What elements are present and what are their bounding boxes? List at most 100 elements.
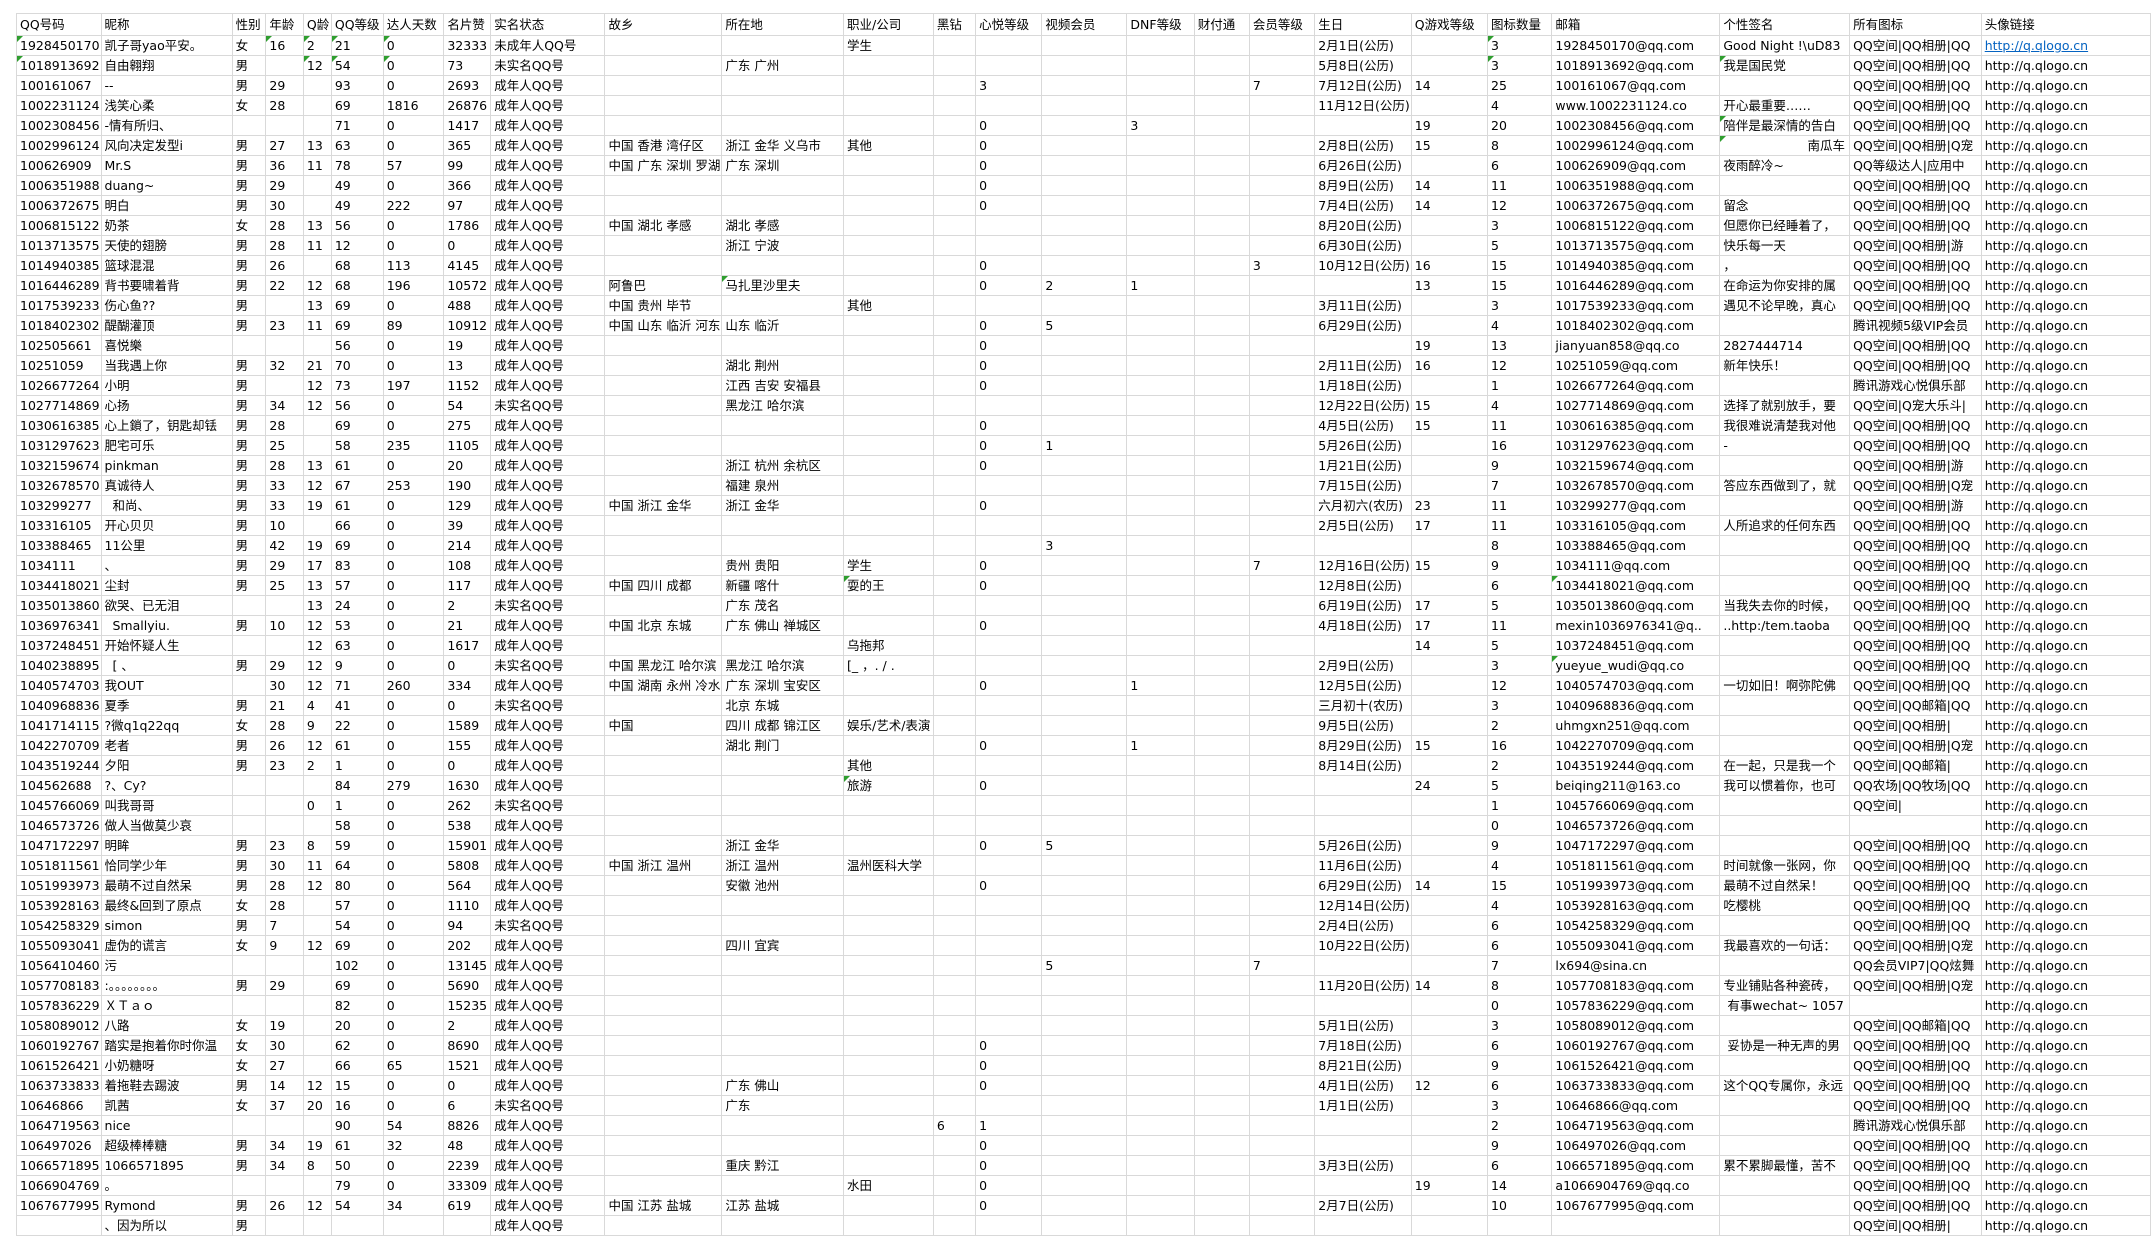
cell[interactable]: http://q.qlogo.cn	[1980, 955, 2151, 976]
cell[interactable]	[231, 775, 267, 796]
cell[interactable]: 六月初六(农历)	[1314, 495, 1412, 516]
cell[interactable]: QQ空间|QQ相册|QQ	[1849, 635, 1982, 656]
cell[interactable]: http://q.qlogo.cn	[1980, 115, 2151, 136]
cell[interactable]	[231, 795, 267, 816]
cell[interactable]: http://q.qlogo.cn	[1980, 1075, 2151, 1096]
cell[interactable]: 12月22日(公历)	[1314, 395, 1412, 416]
cell[interactable]: http://q.qlogo.cn	[1980, 135, 2151, 156]
cell[interactable]	[1041, 215, 1128, 236]
cell[interactable]	[932, 295, 977, 316]
cell[interactable]: 真诚待人	[100, 475, 233, 496]
cell[interactable]: 14	[1410, 75, 1489, 96]
cell[interactable]	[604, 255, 723, 276]
cell[interactable]: 1037248451	[16, 635, 102, 656]
cell[interactable]: 1064719563	[16, 1115, 102, 1136]
cell[interactable]: 1018913692	[16, 55, 102, 76]
cell[interactable]: 15	[1487, 275, 1553, 296]
cell[interactable]: 12	[302, 615, 332, 636]
cell[interactable]	[721, 175, 844, 196]
cell[interactable]	[1041, 1015, 1128, 1036]
cell[interactable]: 56	[330, 215, 384, 236]
cell[interactable]: 89	[382, 315, 445, 336]
cell[interactable]: 14	[265, 1075, 304, 1096]
cell[interactable]	[1126, 615, 1195, 636]
cell[interactable]: 1032159674	[16, 455, 102, 476]
cell[interactable]: 11	[1487, 515, 1553, 536]
cell[interactable]: 未实名QQ号	[490, 695, 606, 716]
cell[interactable]	[302, 175, 332, 196]
cell[interactable]: 1043519244@qq.com	[1551, 755, 1721, 776]
cell[interactable]: 小明	[100, 375, 233, 396]
cell[interactable]: 7	[265, 915, 304, 936]
cell[interactable]	[1193, 1035, 1250, 1056]
cell[interactable]: 中国	[604, 715, 723, 736]
cell[interactable]	[932, 995, 977, 1016]
cell[interactable]	[932, 635, 977, 656]
cell[interactable]	[1041, 1095, 1128, 1116]
cell[interactable]	[1126, 375, 1195, 396]
cell[interactable]: 浙江 金华	[721, 835, 844, 856]
cell[interactable]: 26876	[443, 95, 492, 116]
cell[interactable]: 成年人QQ号	[490, 415, 606, 436]
cell[interactable]	[1193, 1055, 1250, 1076]
cell[interactable]	[231, 955, 267, 976]
cell[interactable]: 八路	[100, 1015, 233, 1036]
cell[interactable]: 0	[975, 335, 1043, 356]
cell[interactable]	[1041, 455, 1128, 476]
column-header[interactable]: 年龄	[265, 13, 304, 36]
cell[interactable]: 当我遇上你	[100, 355, 233, 376]
cell[interactable]: 0	[975, 435, 1043, 456]
cell[interactable]: 重庆 黔江	[721, 1155, 844, 1176]
cell[interactable]	[302, 1115, 332, 1136]
cell[interactable]: 成年人QQ号	[490, 575, 606, 596]
cell[interactable]: 12月16日(公历)	[1314, 555, 1412, 576]
cell[interactable]: 1066571895	[16, 1155, 102, 1176]
cell[interactable]: 恰同学少年	[100, 855, 233, 876]
cell[interactable]: 1014940385	[16, 255, 102, 276]
cell[interactable]: 8	[302, 835, 332, 856]
cell[interactable]: 0	[975, 555, 1043, 576]
cell[interactable]	[1410, 935, 1489, 956]
cell[interactable]: 欲哭、已无泪	[100, 595, 233, 616]
cell[interactable]	[302, 75, 332, 96]
cell[interactable]: 3	[1041, 535, 1128, 556]
cell[interactable]: http://q.qlogo.cn	[1980, 295, 2151, 316]
cell[interactable]	[932, 1195, 977, 1216]
cell[interactable]: 1018402302@qq.com	[1551, 315, 1721, 336]
cell[interactable]: 57	[382, 155, 445, 176]
cell[interactable]	[1410, 1155, 1489, 1176]
cell[interactable]: 1046573726	[16, 815, 102, 836]
cell[interactable]	[843, 155, 934, 176]
cell[interactable]	[721, 1055, 844, 1076]
cell[interactable]: 13	[302, 215, 332, 236]
cell[interactable]: 1063733833	[16, 1075, 102, 1096]
cell[interactable]	[1193, 335, 1250, 356]
cell[interactable]: 1040574703	[16, 675, 102, 696]
cell[interactable]: 快乐每一天	[1719, 235, 1851, 256]
cell[interactable]	[932, 255, 977, 276]
cell[interactable]	[1248, 1135, 1316, 1156]
cell[interactable]: 1	[975, 1115, 1043, 1136]
cell[interactable]: 12	[302, 375, 332, 396]
cell[interactable]: 开心最重要……	[1719, 95, 1851, 116]
cell[interactable]: http://q.qlogo.cn	[1980, 495, 2151, 516]
cell[interactable]: 最萌不过自然呆	[100, 875, 233, 896]
cell[interactable]: 12	[330, 235, 384, 256]
cell[interactable]: 34	[382, 1195, 445, 1216]
cell[interactable]: 成年人QQ号	[490, 95, 606, 116]
cell[interactable]	[1410, 655, 1489, 676]
cell[interactable]	[1410, 715, 1489, 736]
cell[interactable]	[1041, 555, 1128, 576]
cell[interactable]: 11月12日(公历)	[1314, 95, 1412, 116]
cell[interactable]: 选择了就别放手，要	[1719, 395, 1851, 416]
cell[interactable]	[1410, 1095, 1489, 1116]
cell[interactable]: 66	[330, 1055, 384, 1076]
cell[interactable]: 69	[330, 935, 384, 956]
column-header[interactable]: 故乡	[604, 13, 723, 36]
cell[interactable]: 1066571895@qq.com	[1551, 1155, 1721, 1176]
cell[interactable]	[265, 635, 304, 656]
cell[interactable]	[1126, 1055, 1195, 1076]
cell[interactable]: 0	[975, 1175, 1043, 1196]
cell[interactable]	[1248, 35, 1316, 56]
cell[interactable]: 41	[330, 695, 384, 716]
